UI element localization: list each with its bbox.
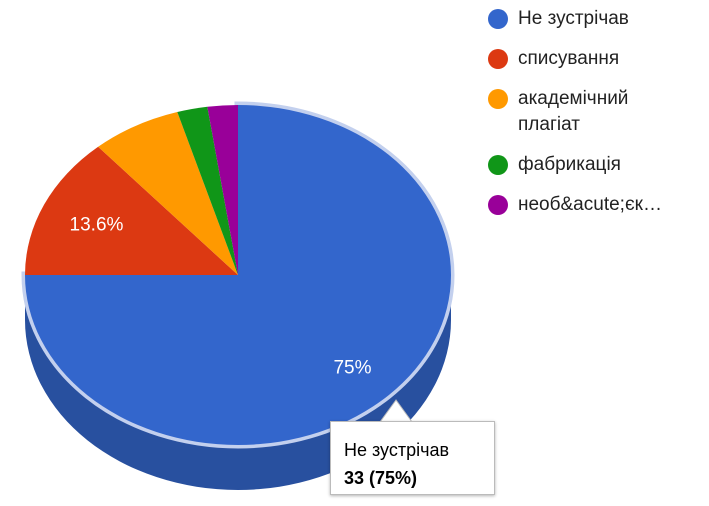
legend-label: Не зустрічав [518,8,629,29]
legend-label: списування [518,48,620,69]
pie-slice [98,112,238,275]
tooltip-value: 33 (75%) [344,468,418,488]
pie-slice [21,101,455,449]
legend-label: академічний плагіат [518,88,629,135]
legend-item: фабрикація [488,152,703,178]
legend: Не зустрічав списування академічний плагіа… [488,6,703,232]
legend-item: списування [488,46,703,72]
tooltip-title: Не зустрічав [344,440,450,460]
pie-slice [25,146,238,275]
legend-item: необ&acute;єк… [488,192,703,218]
tooltip: Не зустрічав 33 (75%) [330,421,495,495]
legend-swatch [488,155,508,175]
pie-slice [177,106,238,275]
legend-swatch [488,195,508,215]
legend-item: академічний плагіат [488,86,703,138]
legend-label: необ&acute;єк… [518,194,662,215]
legend-item: Не зустрічав [488,6,703,32]
slice-label: 75% [333,357,371,378]
legend-swatch [488,9,508,29]
slice-label: 13.6% [70,215,124,236]
pie-slice [207,105,238,275]
legend-swatch [488,89,508,109]
legend-label: фабрикація [518,154,621,175]
legend-swatch [488,49,508,69]
